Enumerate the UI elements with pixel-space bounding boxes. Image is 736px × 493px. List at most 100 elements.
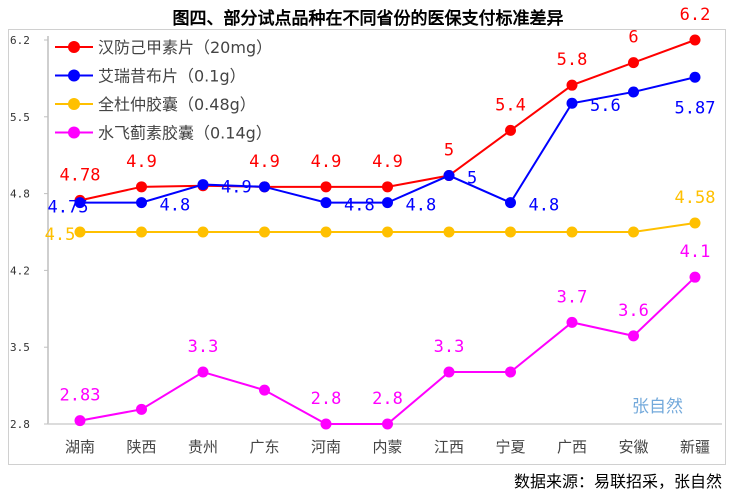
data-point — [259, 226, 270, 238]
watermark: 张自然 — [632, 397, 683, 417]
data-label: 3.3 — [188, 337, 219, 357]
data-label: 4.9 — [221, 178, 252, 198]
data-label: 5.87 — [675, 98, 716, 118]
data-label: 4.78 — [60, 165, 101, 185]
y-tick-label: 2.8 — [10, 418, 30, 431]
data-point — [136, 181, 147, 193]
data-point — [197, 366, 209, 378]
data-label: 5.8 — [557, 50, 588, 70]
data-point — [505, 124, 516, 136]
data-label: 4.8 — [344, 196, 375, 216]
data-point — [566, 79, 578, 91]
data-point — [320, 181, 332, 193]
x-tick-label: 贵州 — [188, 438, 218, 456]
data-label: 2.83 — [60, 386, 101, 406]
data-label: 3.6 — [618, 301, 649, 321]
data-point — [74, 226, 86, 238]
data-point — [74, 197, 86, 209]
data-label: 4.58 — [675, 188, 716, 208]
data-label: 4.8 — [406, 196, 437, 216]
data-point — [443, 226, 455, 238]
data-label: 5.4 — [495, 95, 526, 115]
series-3: 2.83 3.3 2.8 2.8 3.3 3.7 3.6 4.1 水飞蓟素胶囊（0.14g） — [55, 124, 710, 430]
data-label: 4.1 — [680, 242, 711, 262]
data-point — [136, 403, 147, 415]
data-point — [566, 316, 578, 328]
data-point — [566, 97, 578, 109]
data-label: 3.3 — [434, 337, 465, 357]
data-label: 4.9 — [372, 152, 403, 172]
y-tick-label: 4.2 — [10, 264, 30, 277]
data-point — [197, 179, 209, 191]
data-point — [505, 226, 516, 238]
y-tick-label: 5.5 — [10, 111, 30, 124]
data-label: 4.9 — [249, 152, 280, 172]
x-tick-label: 安徽 — [618, 438, 648, 456]
legend-marker — [68, 98, 80, 110]
legend-label: 全杜仲胶囊（0.48g） — [98, 95, 256, 114]
y-tick-label: 4.8 — [10, 188, 30, 201]
legend-marker — [68, 41, 80, 53]
x-tick-label: 新疆 — [680, 438, 710, 456]
x-tick-label: 江西 — [434, 438, 464, 456]
data-label: 4.5 — [45, 225, 76, 245]
data-point — [74, 415, 86, 427]
x-tick-label: 陕西 — [126, 438, 156, 456]
data-point — [566, 226, 578, 238]
data-point — [628, 226, 639, 238]
data-point — [689, 271, 701, 283]
data-point — [320, 226, 332, 238]
data-point — [689, 34, 701, 46]
data-point — [628, 86, 639, 98]
chart-frame — [8, 29, 726, 465]
data-label: 4.9 — [126, 152, 157, 172]
legend-label: 艾瑞昔布片（0.1g） — [98, 67, 246, 86]
legend-marker — [68, 126, 80, 139]
data-label: 2.8 — [311, 389, 342, 409]
source-note: 数据来源：易联招采，张自然 — [513, 472, 722, 491]
data-label: 5 — [444, 141, 454, 161]
data-point — [197, 226, 209, 238]
data-point — [382, 181, 393, 193]
data-label: 4.8 — [529, 196, 560, 216]
x-tick-label: 湖南 — [65, 438, 95, 456]
data-label: 4.9 — [311, 152, 342, 172]
legend-label: 水飞蓟素胶囊（0.14g） — [98, 124, 272, 143]
data-label: 2.8 — [372, 389, 403, 409]
data-point — [689, 217, 701, 229]
x-tick-label: 内蒙 — [372, 438, 402, 456]
x-tick-label: 广东 — [249, 438, 279, 456]
legend-label: 汉防己甲素片（20mg） — [98, 38, 272, 57]
y-tick-label: 6.2 — [10, 34, 30, 47]
series-line — [79, 39, 696, 202]
data-label: 6.2 — [680, 5, 711, 25]
data-point — [382, 197, 393, 209]
data-label: 5 — [467, 169, 477, 189]
x-tick-label: 宁夏 — [495, 438, 525, 456]
data-point — [136, 197, 147, 209]
legend-marker — [68, 69, 80, 82]
data-label: 4.75 — [48, 198, 89, 218]
series-0: 4.78 4.9 4.9 4.9 4.9 5 5.4 5.8 6 6.2 汉防己甲素片（20mg） — [55, 5, 710, 206]
data-point — [443, 170, 455, 182]
data-point — [320, 197, 332, 209]
data-label: 3.7 — [557, 287, 588, 307]
data-point — [505, 197, 516, 209]
data-point — [136, 226, 147, 238]
chart-title: 图四、部分试点品种在不同省份的医保支付标准差异 — [172, 9, 564, 29]
x-tick-label: 河南 — [311, 438, 341, 456]
data-point — [628, 57, 639, 69]
y-tick-label: 3.5 — [10, 341, 30, 354]
data-point — [259, 384, 270, 396]
data-point — [689, 71, 701, 83]
data-point — [259, 181, 270, 193]
data-point — [628, 330, 639, 342]
series-1: 4.75 4.8 4.9 4.8 4.8 5 4.8 5.6 5.87 艾瑞昔布片（0.1g） — [48, 67, 716, 218]
data-point — [505, 366, 516, 378]
data-point — [382, 226, 393, 238]
series-2: 4.5 4.58 全杜仲胶囊（0.48g） — [45, 95, 716, 245]
x-tick-label: 广西 — [557, 438, 587, 456]
data-point — [320, 418, 332, 430]
